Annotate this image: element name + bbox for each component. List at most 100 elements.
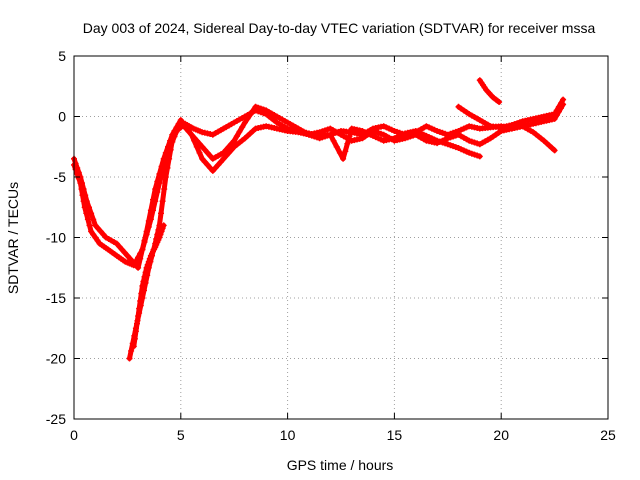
data-point-marker bbox=[239, 124, 246, 131]
series-track-f bbox=[455, 96, 567, 131]
data-point-marker bbox=[152, 186, 159, 193]
series-track-e bbox=[476, 77, 503, 105]
data-point-marker bbox=[159, 198, 166, 205]
axis-ticks: 0 5 10 15 20 25 5 0 -5 -10 -15 -20 -25 bbox=[46, 48, 616, 443]
data-point-marker bbox=[555, 103, 562, 110]
x-tick-label: 5 bbox=[177, 427, 185, 443]
chart-title: Day 003 of 2024, Sidereal Day-to-day VTE… bbox=[83, 20, 596, 36]
data-point-marker bbox=[128, 347, 135, 354]
data-point-marker bbox=[150, 196, 156, 203]
data-point-marker bbox=[164, 164, 171, 171]
data-point-marker bbox=[327, 131, 334, 138]
data-point-marker bbox=[97, 228, 104, 235]
data-point-marker bbox=[135, 264, 142, 271]
data-point-marker bbox=[146, 255, 153, 262]
data-point-marker bbox=[551, 111, 558, 118]
data-point-marker bbox=[83, 198, 90, 205]
data-point-marker bbox=[551, 147, 558, 154]
data-point-marker bbox=[135, 313, 142, 320]
data-point-marker bbox=[124, 252, 131, 259]
data-point-marker bbox=[169, 137, 176, 144]
data-point-marker bbox=[199, 155, 206, 162]
data-point-marker bbox=[476, 153, 483, 160]
data-point-marker bbox=[249, 107, 256, 114]
data-point-marker bbox=[342, 148, 349, 155]
data-point-marker bbox=[231, 137, 238, 144]
data-point-marker bbox=[142, 269, 149, 276]
data-point-marker bbox=[157, 231, 164, 238]
data-point-marker bbox=[139, 246, 146, 253]
y-tick-label: 5 bbox=[58, 48, 66, 64]
y-tick-label: -10 bbox=[46, 230, 66, 246]
data-point-marker bbox=[145, 217, 152, 224]
data-point-marker bbox=[156, 234, 163, 241]
data-point-marker bbox=[217, 158, 224, 165]
data-point-marker bbox=[141, 237, 148, 244]
data-point-marker bbox=[136, 305, 143, 312]
y-tick-label: -25 bbox=[46, 411, 66, 427]
data-point-marker bbox=[75, 169, 82, 176]
data-point-marker bbox=[158, 210, 164, 217]
x-tick-label: 20 bbox=[493, 427, 509, 443]
data-point-marker bbox=[88, 228, 95, 235]
data-point-marker bbox=[166, 155, 173, 162]
data-point-marker bbox=[171, 133, 178, 140]
data-point-marker bbox=[138, 290, 145, 297]
data-point-marker bbox=[141, 273, 148, 280]
data-point-marker bbox=[333, 143, 340, 150]
data-point-marker bbox=[244, 115, 251, 122]
data-point-marker bbox=[80, 186, 87, 193]
data-point-marker bbox=[94, 237, 101, 244]
data-point-marker bbox=[236, 128, 243, 135]
data-point-marker bbox=[82, 192, 89, 199]
data-point-marker bbox=[88, 210, 95, 217]
y-tick-label: -5 bbox=[54, 169, 67, 185]
x-axis-label: GPS time / hours bbox=[287, 457, 394, 473]
data-point-marker bbox=[121, 249, 128, 256]
data-point-marker bbox=[340, 155, 347, 162]
data-point-marker bbox=[126, 355, 133, 362]
data-point-marker bbox=[159, 225, 166, 232]
data-point-marker bbox=[158, 163, 165, 170]
data-point-marker bbox=[558, 100, 564, 107]
data-point-marker bbox=[196, 140, 203, 147]
data-point-marker bbox=[330, 137, 337, 144]
data-point-marker bbox=[131, 335, 138, 342]
data-point-marker bbox=[177, 119, 184, 126]
data-point-marker bbox=[167, 146, 174, 153]
series-track-b bbox=[71, 117, 558, 271]
data-point-marker bbox=[132, 328, 139, 335]
y-axis-label: SDTVAR / TECUs bbox=[5, 182, 21, 294]
x-tick-label: 0 bbox=[70, 427, 78, 443]
data-series bbox=[71, 77, 567, 362]
data-point-marker bbox=[90, 216, 97, 223]
series-line bbox=[131, 222, 167, 349]
data-point-marker bbox=[158, 228, 165, 235]
data-point-marker bbox=[161, 186, 168, 193]
data-point-marker bbox=[139, 282, 146, 289]
data-point-marker bbox=[160, 155, 167, 162]
data-point-marker bbox=[143, 264, 150, 271]
data-point-marker bbox=[74, 164, 81, 171]
series-line bbox=[456, 97, 566, 130]
data-point-marker bbox=[225, 143, 232, 150]
data-point-marker bbox=[247, 111, 254, 118]
y-tick-label: 0 bbox=[58, 109, 66, 125]
data-point-marker bbox=[137, 298, 144, 304]
data-point-marker bbox=[346, 133, 353, 140]
data-point-marker bbox=[336, 149, 343, 156]
series-track-d bbox=[130, 222, 167, 350]
data-point-marker bbox=[79, 180, 85, 187]
data-point-marker bbox=[196, 149, 203, 156]
data-point-marker bbox=[132, 261, 139, 268]
data-point-marker bbox=[144, 261, 151, 268]
data-point-marker bbox=[156, 171, 163, 177]
data-point-marker bbox=[185, 128, 192, 135]
data-point-marker bbox=[553, 107, 560, 114]
data-point-marker bbox=[162, 174, 169, 180]
data-point-marker bbox=[86, 222, 93, 229]
data-point-marker bbox=[134, 320, 140, 327]
x-tick-label: 25 bbox=[600, 427, 616, 443]
series-line bbox=[127, 104, 483, 361]
